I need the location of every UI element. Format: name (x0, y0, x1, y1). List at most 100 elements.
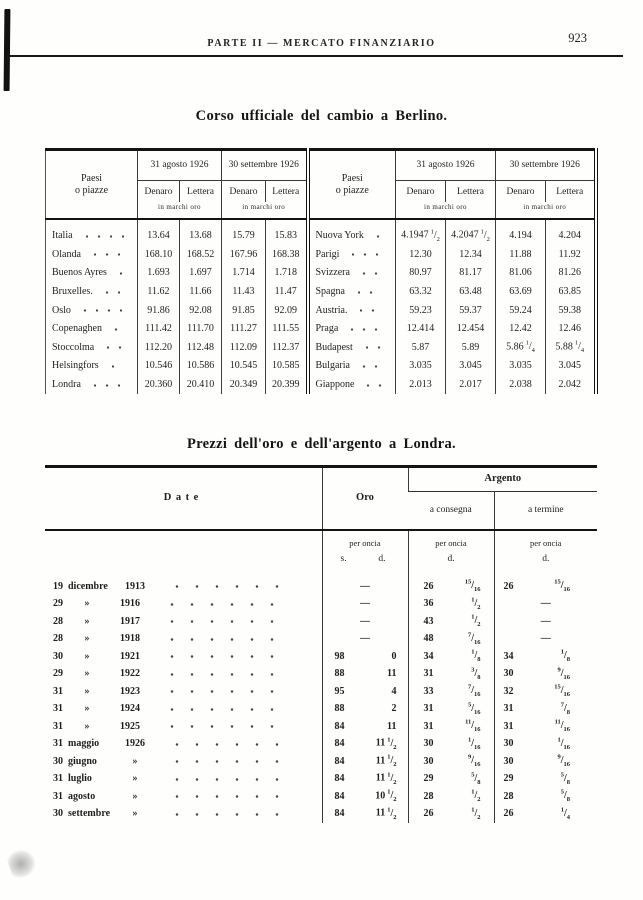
rate-value: 12.454 (445, 319, 496, 339)
rate-value: 80.97 (395, 264, 446, 283)
gold-price-row: 84 11 1/2 (323, 807, 408, 821)
oro-column-header: Oro (321, 466, 408, 531)
leader-dots (163, 795, 280, 799)
country-row: Londra (46, 380, 137, 390)
silver-whole: 26 (423, 580, 434, 592)
pence-abbr: d. (378, 553, 386, 564)
leader-dots (345, 253, 382, 257)
rate-value: 5.86 1/4 (495, 338, 546, 358)
date-row: 30 » 1921 (45, 650, 322, 662)
silver-spot-cell-row: 48 7/16 (409, 632, 494, 646)
rate-value: 168.10 (137, 245, 180, 265)
silver-spot-cell-row: 43 1/2 (409, 613, 494, 629)
silver-whole: 26 (503, 580, 514, 592)
silver-spot-cell: 26 1/2 (407, 805, 494, 823)
london-table-row: 31 » 1924 88 2 31 5/16 31 7/8 (45, 700, 597, 718)
silver-whole: 28 (423, 790, 434, 802)
fraction: 9/16 (557, 753, 570, 769)
gold-price-cell: 88 2 (321, 700, 408, 718)
silver-fraction-value: 3/8 (471, 667, 480, 681)
date-month: » (84, 615, 90, 627)
silver-spot-cell: 31 3/8 (407, 665, 494, 683)
running-title: PARTE II — MERCATO FINANZIARIO (207, 38, 436, 49)
silver-forward-cell: 28 5/8 (493, 788, 597, 806)
silver-whole: 36 (423, 598, 434, 610)
london-table-row: 29 » 1922 88 11 31 3/8 30 9/16 (45, 665, 597, 683)
silver-forward-cell: 31 7/8 (493, 700, 597, 718)
leader-dots (358, 346, 382, 350)
date-cell: 30 giugno » (45, 753, 322, 771)
gold-price-cell: 84 11 1/2 (321, 753, 408, 771)
silver-spot-cell: 33 7/16 (407, 683, 494, 701)
fraction: 1/2 (387, 788, 397, 804)
country-cell: Italia (46, 219, 138, 246)
berlin-table-title: Corso ufficiale del cambio a Berlino. (195, 108, 448, 124)
scan-artifact-smudge (5, 846, 39, 881)
date-day: 29 (53, 668, 63, 680)
silver-spot-cell-row: 33 7/16 (409, 684, 494, 699)
silver-spot-cell: 30 9/16 (407, 753, 494, 771)
termine-unit-header: per oncia d. (493, 530, 597, 572)
country-row: Copenaghen (46, 324, 137, 334)
fraction: 1/2 (471, 613, 481, 629)
date-cell: 31 » 1923 (45, 683, 322, 701)
leader-dots (344, 327, 382, 331)
berlin-table-row: Italia 13.64 13.68 15.79 15.83 (46, 219, 308, 246)
country-cell: Austria. (310, 301, 396, 320)
berlin-table-row: Austria. 59.23 59.37 59.24 59.38 (310, 301, 596, 320)
berlin-table-row: Bruxelles. 11.62 11.66 11.43 11.47 (46, 282, 308, 302)
rate-value: 11.62 (137, 282, 180, 302)
gold-price-row: 98 0 (323, 651, 408, 662)
rate-value: 12.30 (395, 245, 446, 265)
gold-shillings: 88 (334, 703, 345, 715)
date-day: 28 (53, 615, 63, 627)
gold-pence: 11 1/2 (375, 806, 397, 821)
leader-dots (158, 655, 280, 659)
silver-whole: 31 (423, 703, 434, 715)
date-month: giugno (68, 755, 97, 767)
gold-price-row: — (323, 581, 408, 592)
date-year: » (132, 773, 138, 785)
date-month: dicembre (68, 580, 108, 592)
fraction: 9/16 (467, 753, 481, 769)
silver-forward-cell-row: 26 1/4 (495, 807, 598, 821)
page-number: 923 (568, 31, 587, 45)
date-month: » (84, 650, 90, 662)
date-year: 1917 (120, 615, 140, 627)
silver-forward-cell: 26 1/4 (493, 805, 598, 823)
london-table-row: 31 » 1923 95 4 33 7/16 32 15/16 (45, 683, 597, 701)
silver-whole: 43 (423, 615, 434, 627)
gold-shillings: 84 (334, 790, 345, 802)
country-name: Parigi (315, 248, 340, 260)
fraction: 1/2 (471, 806, 481, 821)
silver-spot-cell-row: 26 1/2 (409, 807, 494, 821)
gold-pence: 2 (391, 703, 397, 715)
paesi-label: Paesi (80, 172, 103, 184)
date-row: 31 luglio » (45, 774, 322, 784)
fraction: 1/4 (574, 339, 585, 355)
gold-shillings: 88 (334, 668, 345, 680)
date-row: 31 » 1923 (45, 685, 322, 697)
country-name: Helsingfors (52, 360, 99, 372)
berlin-header-date2: 30 settembre 1926 (495, 149, 596, 181)
rate-value: 15.79 (221, 219, 266, 246)
gold-price-dash: — (360, 615, 370, 627)
date-day: 31 (53, 790, 63, 802)
rate-value: 4.2047 1/2 (445, 219, 496, 246)
silver-spot-cell-row: 36 1/2 (409, 597, 494, 611)
date-year: 1923 (120, 685, 140, 697)
country-row: Bulgaria (310, 361, 396, 371)
date-day: 31 (53, 685, 63, 697)
paesi-label: Paesi (341, 172, 363, 184)
rate-value: 59.37 (445, 301, 496, 320)
date-month: » (84, 598, 90, 610)
country-name: Stoccolma (52, 341, 95, 353)
silver-whole: 30 (503, 738, 514, 750)
silver-forward-cell: 31 11/16 (493, 718, 597, 736)
date-row: 29 » 1916 (45, 599, 322, 609)
country-cell: Olanda (46, 246, 138, 265)
fraction: 5/8 (471, 771, 481, 786)
fraction: 1/4 (560, 806, 570, 821)
rate-value: 111.27 (221, 319, 266, 339)
silver-forward-cell-row: — (495, 599, 598, 609)
